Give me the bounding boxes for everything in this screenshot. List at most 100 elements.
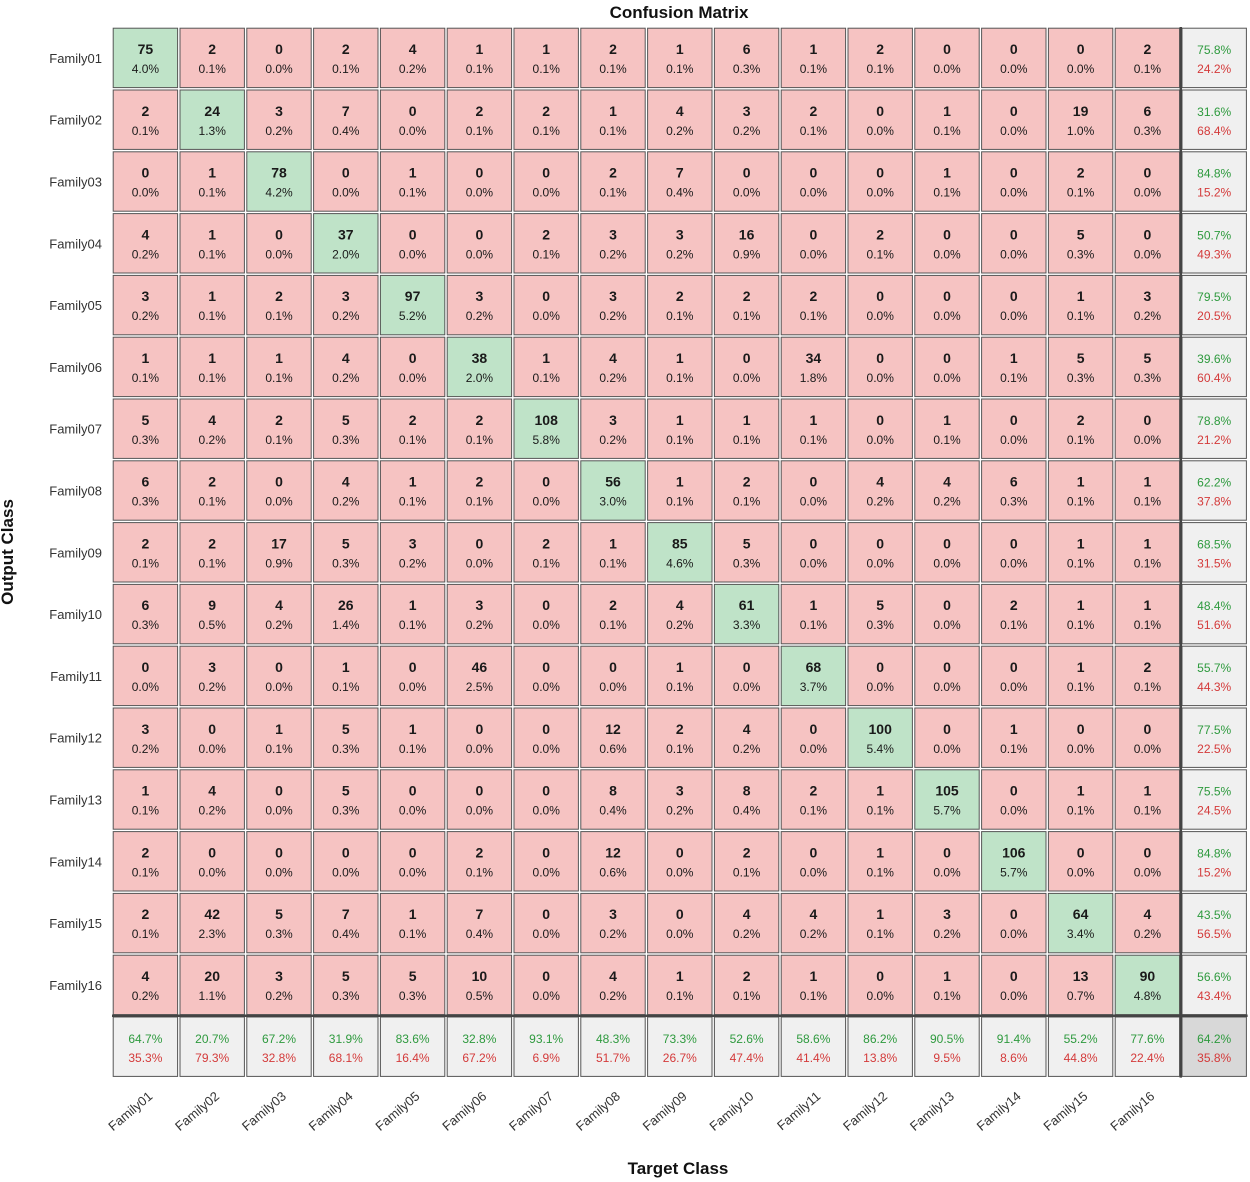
cell-percent: 0.3% [1067,371,1095,385]
matrix-cell [112,954,179,1016]
cell-percent: 0.3% [1134,371,1162,385]
cell-percent: 0.1% [1067,680,1095,694]
cell-count: 9 [208,597,216,613]
matrix-cell [1114,583,1181,645]
cell-count: 0 [676,844,684,860]
cell-percent: 0.1% [867,927,895,941]
x-tick-label: Family13 [907,1088,957,1133]
summary-correct-percent: 83.6% [396,1032,430,1046]
cell-count: 10 [472,968,488,984]
cell-percent: 0.0% [666,865,694,879]
matrix-cell [446,707,513,768]
cell-count: 0 [876,350,884,366]
matrix-cell [179,769,245,830]
cell-percent: 0.0% [800,556,828,570]
cell-count: 2 [743,844,751,860]
cell-percent: 0.0% [933,371,961,385]
matrix-cell [446,151,513,212]
cell-percent: 0.1% [867,804,895,818]
matrix-cell [847,522,913,583]
cell-percent: 3.0% [599,495,627,509]
matrix-cell [647,274,713,336]
cell-percent: 0.1% [666,495,694,509]
matrix-cell [914,831,980,892]
cell-percent: 1.3% [199,124,227,138]
matrix-cell [780,831,847,892]
cell-percent: 0.0% [1000,989,1028,1003]
cell-count: 0 [1144,412,1152,428]
matrix-cell [446,892,513,954]
matrix-cell [246,707,312,768]
cell-count: 0 [876,659,884,675]
cell-percent: 0.0% [1134,433,1162,447]
matrix-cell [780,398,847,459]
cell-count: 1 [810,597,818,613]
matrix-cell [981,398,1047,459]
cell-percent: 0.0% [867,433,895,447]
matrix-cell [446,831,513,892]
summary-correct-percent: 32.8% [462,1032,496,1046]
summary-correct-percent: 43.5% [1197,908,1231,922]
cell-percent: 0.6% [599,742,627,756]
cell-count: 0 [542,968,550,984]
summary-error-percent: 15.2% [1197,865,1231,879]
matrix-cell [580,398,646,459]
cell-percent: 0.1% [265,309,293,323]
matrix-cell [246,645,312,707]
cell-percent: 0.4% [332,927,360,941]
cell-count: 1 [275,721,283,737]
matrix-cell [780,336,847,398]
cell-percent: 4.8% [1134,989,1162,1003]
cell-count: 2 [409,412,417,428]
cell-percent: 0.2% [733,927,761,941]
cell-count: 2 [542,103,550,119]
cell-percent: 1.8% [800,371,828,385]
cell-count: 0 [542,659,550,675]
cell-count: 5 [409,968,417,984]
cell-count: 24 [204,103,220,119]
cell-percent: 0.1% [399,618,427,632]
matrix-cell [446,274,513,336]
cell-count: 0 [943,41,951,57]
cell-count: 2 [142,844,150,860]
cell-count: 2 [275,412,283,428]
summary-correct-percent: 78.8% [1197,414,1231,428]
matrix-cell [580,831,646,892]
matrix-cell [1114,522,1181,583]
y-tick-label: Family02 [49,113,102,128]
cell-percent: 0.1% [533,124,561,138]
matrix-cell [847,645,913,707]
matrix-cell [1114,151,1181,212]
matrix-cell [313,645,379,707]
cell-percent: 0.7% [1067,989,1095,1003]
cell-count: 8 [743,783,751,799]
matrix-cell [981,460,1047,521]
matrix-cell [713,954,780,1016]
cell-percent: 0.0% [1134,865,1162,879]
cell-percent: 0.4% [666,186,694,200]
matrix-cell [179,583,245,645]
cell-count: 42 [204,906,220,922]
matrix-cell [1047,707,1114,768]
cell-count: 2 [208,474,216,490]
x-tick-label: Family15 [1040,1088,1090,1133]
x-tick-label: Family12 [840,1088,890,1133]
cell-count: 3 [943,906,951,922]
matrix-cell [313,522,379,583]
matrix-cell [780,954,847,1016]
matrix-cell [713,151,780,212]
matrix-cell [914,645,980,707]
cell-percent: 0.0% [1000,124,1028,138]
cell-percent: 0.2% [599,433,627,447]
matrix-cell [647,151,713,212]
cell-count: 4 [609,350,617,366]
matrix-cell [914,892,980,954]
cell-percent: 0.0% [265,865,293,879]
cell-percent: 0.2% [332,309,360,323]
summary-error-percent: 24.2% [1197,62,1231,76]
summary-error-percent: 32.8% [262,1051,296,1065]
cell-percent: 0.1% [132,556,160,570]
matrix-cell [246,336,312,398]
matrix-cell [1047,954,1114,1016]
cell-percent: 0.2% [399,556,427,570]
